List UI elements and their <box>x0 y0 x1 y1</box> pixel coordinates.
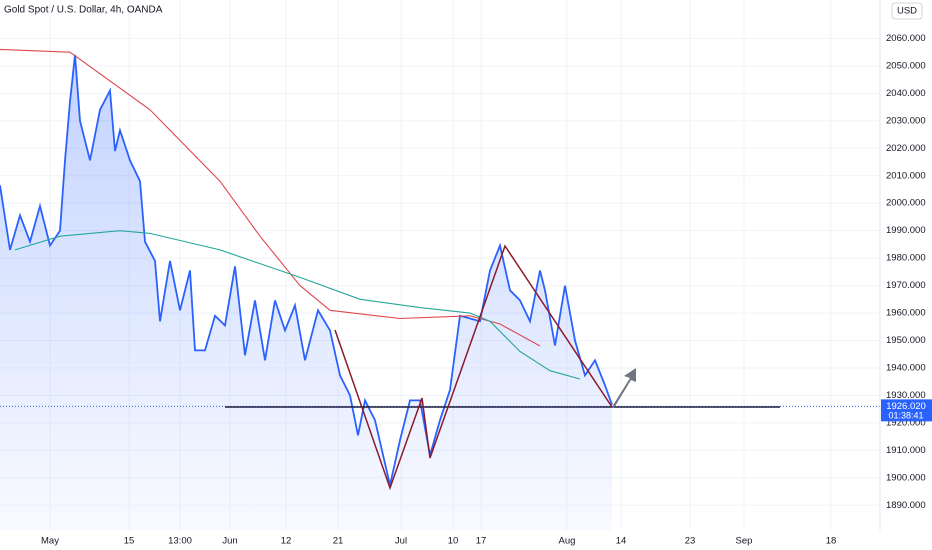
line <box>14 230 581 380</box>
y-tick-label: 1950.000 <box>886 335 926 346</box>
x-tick-label: 14 <box>616 536 627 547</box>
x-tick-label: 12 <box>281 536 292 547</box>
y-tick-label: 1900.000 <box>886 472 926 483</box>
x-tick-label: 13:00 <box>168 536 192 547</box>
price-axis <box>880 0 932 550</box>
area <box>0 54 612 531</box>
x-tick-label: 10 <box>448 536 459 547</box>
y-tick-label: 1890.000 <box>886 500 926 511</box>
y-tick-label: 2020.000 <box>886 143 926 154</box>
y-tick-label: 1970.000 <box>886 280 926 291</box>
currency-box[interactable] <box>891 2 923 20</box>
pattern-line <box>334 244 613 491</box>
line <box>0 54 613 486</box>
last-price-tag <box>881 399 932 422</box>
last-price-label: 1926.020 <box>886 401 926 412</box>
chart-title: Gold Spot / U.S. Dollar, 4h, OANDA <box>4 5 163 16</box>
x-tick-label: Jul <box>395 536 407 547</box>
x-tick-label: 18 <box>826 536 837 547</box>
y-tick-label: 1960.000 <box>886 308 926 319</box>
y-tick-label: 1940.000 <box>886 362 926 373</box>
x-tick-label: 17 <box>476 536 487 547</box>
currency[interactable]: USD <box>897 6 917 17</box>
arrow <box>612 368 636 408</box>
x-tick-label: Aug <box>559 536 576 547</box>
x-tick-label: May <box>41 536 59 547</box>
y-tick-label: 1980.000 <box>886 253 926 264</box>
y-tick-label: 1930.000 <box>886 390 926 401</box>
x-tick-label: 15 <box>124 536 135 547</box>
x-tick-label: Jun <box>222 536 237 547</box>
y-tick-label: 1920.000 <box>886 417 926 428</box>
y-tick-label: 2040.000 <box>886 88 926 99</box>
y-tick-label: 2030.000 <box>886 115 926 126</box>
countdown: 01:38:41 <box>888 411 923 421</box>
y-tick-label: 1910.000 <box>886 445 926 456</box>
y-tick-label: 2010.000 <box>886 170 926 181</box>
x-tick-label: 23 <box>685 536 696 547</box>
y-tick-label: 2060.000 <box>886 33 926 44</box>
x-tick-label: Sep <box>736 536 753 547</box>
y-tick-label: 1990.000 <box>886 225 926 236</box>
y-tick-label: 2000.000 <box>886 198 926 209</box>
x-tick-label: 21 <box>333 536 344 547</box>
time-axis <box>0 530 880 550</box>
y-tick-label: 2050.000 <box>886 60 926 71</box>
